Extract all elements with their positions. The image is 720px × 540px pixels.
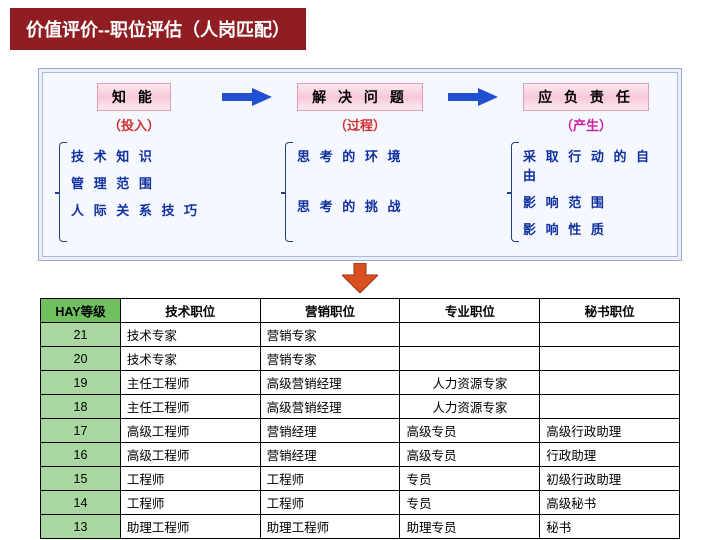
level-cell: 21 [41,323,121,347]
data-cell: 主任工程师 [120,371,260,395]
flow-sub-row: （投入） （过程） （产生） [51,111,669,134]
flow-item [297,173,443,188]
level-cell: 13 [41,515,121,539]
data-cell: 人力资源专家 [400,395,540,419]
th: 营销职位 [260,299,400,323]
table-body: 21技术专家营销专家20技术专家营销专家19主任工程师高级营销经理人力资源专家1… [41,323,680,539]
flow-label-1: 解 决 问 题 [297,83,423,111]
data-cell [540,347,680,371]
flow-item: 思 考 的 挑 战 [297,196,443,215]
level-cell: 14 [41,491,121,515]
data-cell: 工程师 [260,467,400,491]
level-cell: 20 [41,347,121,371]
flow-item: 技 术 知 识 [71,146,217,165]
data-cell [540,323,680,347]
bracket-icon [59,142,67,242]
level-cell: 15 [41,467,121,491]
data-cell: 营销专家 [260,323,400,347]
flow-sub-1: （过程） [277,115,443,134]
table-row: 19主任工程师高级营销经理人力资源专家 [41,371,680,395]
data-cell: 行政助理 [540,443,680,467]
flow-col-2: 采 取 行 动 的 自 由 影 响 范 围 影 响 性 质 [503,138,669,246]
table-row: 21技术专家营销专家 [41,323,680,347]
data-cell: 助理专员 [400,515,540,539]
th: 秘书职位 [540,299,680,323]
data-cell: 营销经理 [260,419,400,443]
th: 技术职位 [120,299,260,323]
th: 专业职位 [400,299,540,323]
data-cell: 高级专员 [400,443,540,467]
data-cell: 主任工程师 [120,395,260,419]
data-cell: 工程师 [120,491,260,515]
data-cell: 高级工程师 [120,419,260,443]
data-cell [400,323,540,347]
table-row: 20技术专家营销专家 [41,347,680,371]
data-cell: 技术专家 [120,347,260,371]
flow-item: 管 理 范 围 [71,173,217,192]
table-row: 13助理工程师助理工程师助理专员秘书 [41,515,680,539]
down-arrow-icon [342,263,378,293]
data-cell: 工程师 [260,491,400,515]
table-row: 18主任工程师高级营销经理人力资源专家 [41,395,680,419]
level-cell: 16 [41,443,121,467]
flow-item: 思 考 的 环 境 [297,146,443,165]
down-arrow-wrap [0,263,720,298]
flow-head-0: 知 能 [51,83,217,111]
table-head: HAY等级 技术职位 营销职位 专业职位 秘书职位 [41,299,680,323]
flow-col-0: 技 术 知 识 管 理 范 围 人 际 关 系 技 巧 [51,138,217,246]
data-cell: 高级专员 [400,419,540,443]
table-row: 16高级工程师营销经理高级专员行政助理 [41,443,680,467]
flow-item: 采 取 行 动 的 自 由 [523,146,669,184]
table-row: 15工程师工程师专员初级行政助理 [41,467,680,491]
data-cell: 专员 [400,491,540,515]
flow-label-0: 知 能 [97,83,171,111]
data-cell: 营销专家 [260,347,400,371]
data-cell: 初级行政助理 [540,467,680,491]
table-row: 17高级工程师营销经理高级专员高级行政助理 [41,419,680,443]
flow-col-1: 思 考 的 环 境 思 考 的 挑 战 [277,138,443,246]
bracket-icon [511,142,519,242]
data-cell: 高级行政助理 [540,419,680,443]
data-cell: 助理工程师 [120,515,260,539]
bracket-icon [285,142,293,242]
data-cell: 高级秘书 [540,491,680,515]
data-cell: 助理工程师 [260,515,400,539]
level-cell: 17 [41,419,121,443]
data-cell [540,395,680,419]
flow-header-row: 知 能 解 决 问 题 应 负 责 任 [51,83,669,111]
flow-item: 人 际 关 系 技 巧 [71,200,217,219]
data-cell: 人力资源专家 [400,371,540,395]
flow-label-2: 应 负 责 任 [523,83,649,111]
data-cell: 秘书 [540,515,680,539]
flow-inner: 知 能 解 决 问 题 应 负 责 任 （投入） （过程） （产生） [42,72,678,257]
data-cell: 专员 [400,467,540,491]
data-cell: 技术专家 [120,323,260,347]
data-cell: 工程师 [120,467,260,491]
page-title: 价值评价--职位评估（人岗匹配） [10,8,306,50]
level-cell: 18 [41,395,121,419]
flow-items-row: 技 术 知 识 管 理 范 围 人 际 关 系 技 巧 思 考 的 环 境 思 … [51,138,669,246]
data-cell: 营销经理 [260,443,400,467]
flow-item: 影 响 性 质 [523,219,669,238]
flow-item: 影 响 范 围 [523,192,669,211]
th-hay: HAY等级 [41,299,121,323]
flow-sub-2: （产生） [503,115,669,134]
data-cell [540,371,680,395]
data-cell: 高级营销经理 [260,371,400,395]
data-cell [400,347,540,371]
arrow-icon [443,88,503,106]
flow-diagram: 知 能 解 决 问 题 应 负 责 任 （投入） （过程） （产生） [38,68,682,261]
level-cell: 19 [41,371,121,395]
flow-head-1: 解 决 问 题 [277,83,443,111]
arrow-icon [217,88,277,106]
data-cell: 高级工程师 [120,443,260,467]
hay-table: HAY等级 技术职位 营销职位 专业职位 秘书职位 21技术专家营销专家20技术… [40,298,680,539]
data-cell: 高级营销经理 [260,395,400,419]
flow-sub-0: （投入） [51,115,217,134]
table-row: 14工程师工程师专员高级秘书 [41,491,680,515]
flow-head-2: 应 负 责 任 [503,83,669,111]
